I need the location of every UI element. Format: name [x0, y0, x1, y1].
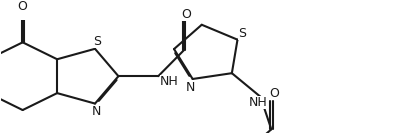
- Text: N: N: [186, 81, 195, 94]
- Text: S: S: [238, 27, 246, 40]
- Text: O: O: [269, 87, 279, 100]
- Text: NH: NH: [248, 96, 267, 109]
- Text: O: O: [182, 8, 191, 21]
- Text: S: S: [93, 35, 101, 48]
- Text: N: N: [92, 105, 101, 118]
- Text: NH: NH: [160, 75, 178, 88]
- Text: O: O: [18, 0, 28, 13]
